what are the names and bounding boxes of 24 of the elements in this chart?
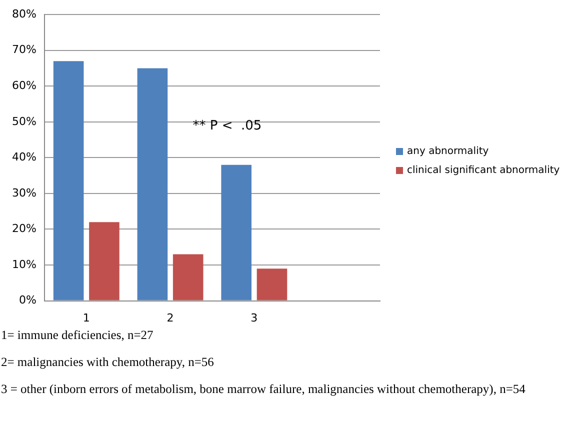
bar (89, 222, 120, 300)
y-tick-label: 80% (12, 7, 36, 20)
y-tick-label: 20% (12, 222, 36, 236)
y-tick-label: 60% (12, 79, 36, 92)
bar (137, 68, 168, 300)
bar (53, 61, 84, 300)
text: 2= malignancies with chemotherapy, n=56 (1, 355, 215, 370)
bar (172, 254, 204, 300)
x-tick-label: 1 (82, 311, 90, 324)
text: 1= immune deficiencies, n=27 (1, 328, 154, 343)
y-tick-label: 70% (12, 43, 36, 56)
legend-label: clinical significant abnormality (407, 165, 560, 176)
y-tick-label: 10% (12, 258, 36, 271)
x-tick-label: 2 (166, 311, 174, 324)
x-tick-label: 3 (250, 311, 258, 324)
y-tick-label: 0% (18, 294, 36, 307)
y-tick-label: 30% (12, 186, 36, 200)
annotation: ** P < .05 (192, 118, 262, 134)
bar (256, 268, 288, 300)
legend-label: any abnormality (407, 146, 489, 157)
y-tick-label: 40% (12, 150, 36, 164)
y-tick-label: 50% (12, 114, 36, 128)
bar (221, 164, 252, 300)
text: 3 = other (inborn errors of metabolism, bone marrow failure, malignancies without chemotherapy), n=54 (1, 382, 526, 397)
